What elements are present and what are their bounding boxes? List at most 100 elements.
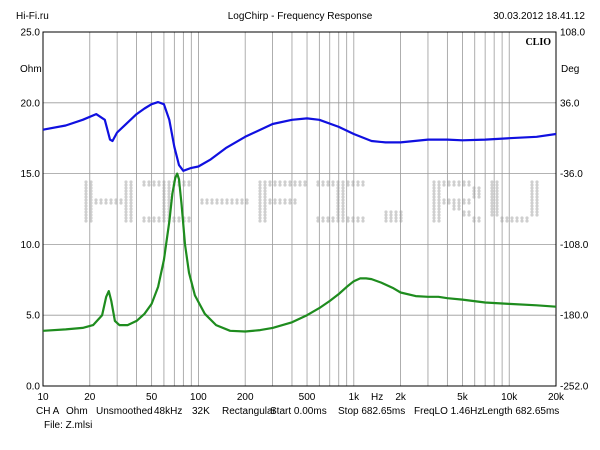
grid-lines: [43, 32, 556, 386]
watermark-dot: [530, 195, 534, 199]
clio-logo: CLIO: [525, 37, 551, 48]
footer-info-item: Ohm: [66, 406, 88, 417]
footer-file-label: File: Z.mlsi: [44, 420, 93, 431]
header-date: 30.03.2012 18.41.12: [493, 11, 585, 22]
watermark-dot: [157, 183, 161, 187]
watermark-dot: [394, 216, 398, 220]
left-y-tick-label: 25.0: [21, 28, 41, 39]
watermark-dot: [452, 198, 456, 202]
watermark-dot: [124, 201, 128, 205]
watermark-dot: [258, 219, 262, 223]
watermark-dot: [490, 207, 494, 211]
watermark-dot: [124, 207, 128, 211]
watermark-dot: [263, 213, 267, 217]
watermark-dot: [258, 183, 262, 187]
watermark-dot: [167, 189, 171, 193]
watermark-dot: [535, 213, 539, 217]
watermark-dot: [442, 201, 446, 205]
watermark-dot: [384, 210, 388, 214]
watermark-dot: [167, 180, 171, 184]
watermark-dot: [283, 183, 287, 187]
watermark-dot: [437, 195, 441, 199]
watermark-dot: [187, 219, 191, 223]
watermark-dot: [477, 219, 481, 223]
footer-info-item: Rectangular: [222, 406, 276, 417]
watermark-dot: [477, 216, 481, 220]
watermark-dot: [89, 219, 93, 223]
watermark-dot: [104, 198, 108, 202]
watermark-dot: [220, 198, 224, 202]
right-y-tick-label: 36.0: [560, 98, 580, 109]
watermark-dot: [467, 213, 471, 217]
watermark-dot: [535, 195, 539, 199]
watermark-dot: [530, 204, 534, 208]
watermark-dot: [84, 183, 88, 187]
watermark-dot: [167, 201, 171, 205]
watermark-dot: [84, 201, 88, 205]
watermark-dot: [437, 180, 441, 184]
watermark-dot: [399, 219, 403, 223]
footer-info-item: Unsmoothed: [96, 406, 153, 417]
watermark-dot: [432, 213, 436, 217]
watermark-dot: [394, 219, 398, 223]
watermark-dot: [152, 216, 156, 220]
watermark-dot: [258, 198, 262, 202]
watermark-dot: [215, 198, 219, 202]
watermark-dot: [210, 201, 214, 205]
watermark-dot: [432, 210, 436, 214]
watermark-dot: [278, 180, 282, 184]
watermark-dot: [142, 219, 146, 223]
watermark-dot: [437, 183, 441, 187]
watermark-dot: [477, 186, 481, 190]
watermark-dot: [205, 201, 209, 205]
watermark-dot: [457, 207, 461, 211]
watermark-dot: [157, 216, 161, 220]
x-tick-label: 2k: [395, 392, 407, 403]
watermark-dot: [109, 198, 113, 202]
watermark-dot: [225, 198, 229, 202]
watermark-dot: [341, 207, 345, 211]
watermark-dot: [89, 213, 93, 217]
watermark-dot: [225, 201, 229, 205]
watermark-dot: [535, 183, 539, 187]
watermark-dot: [535, 189, 539, 193]
watermark-dot: [124, 204, 128, 208]
watermark-dot: [240, 198, 244, 202]
watermark-dot: [200, 198, 204, 202]
watermark-dot: [394, 213, 398, 217]
watermark-dot: [490, 213, 494, 217]
watermark-dot: [167, 195, 171, 199]
watermark-dot: [331, 183, 335, 187]
watermark-dot: [293, 198, 297, 202]
watermark-dot: [442, 180, 446, 184]
watermark-dot: [432, 192, 436, 196]
watermark-dot: [167, 198, 171, 202]
watermark-dot: [341, 201, 345, 205]
footer-info-item: Start 0.00ms: [270, 406, 327, 417]
footer-info-item: Stop 682.65ms: [338, 406, 406, 417]
tick-labels: 10 20 50 100 200 500 1k 2k 5k 10k 20k 0.0 5.0 10.0 15.…: [21, 28, 589, 404]
watermark-dot: [316, 183, 320, 187]
watermark-dot: [124, 180, 128, 184]
watermark-dot: [361, 219, 365, 223]
watermark-dot: [89, 180, 93, 184]
watermark-dot: [89, 192, 93, 196]
watermark-dot: [147, 216, 151, 220]
watermark-dot: [525, 216, 529, 220]
watermark-dot: [84, 192, 88, 196]
watermark-dot: [268, 183, 272, 187]
watermark-dot: [147, 180, 151, 184]
watermark-dot: [283, 180, 287, 184]
watermark-dot: [210, 198, 214, 202]
footer-info-item: CH A: [36, 406, 60, 417]
watermark-dot: [157, 180, 161, 184]
series-group: [42, 101, 557, 333]
watermark-dot: [346, 219, 350, 223]
watermark-dot: [331, 219, 335, 223]
watermark-dot: [263, 219, 267, 223]
watermark-dot: [273, 201, 277, 205]
watermark-dot: [477, 195, 481, 199]
watermark-dot: [505, 216, 509, 220]
watermark-dot: [432, 195, 436, 199]
watermark-dot: [152, 180, 156, 184]
